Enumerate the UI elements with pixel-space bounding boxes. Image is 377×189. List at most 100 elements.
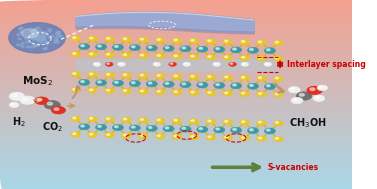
Circle shape: [104, 36, 115, 42]
Circle shape: [247, 128, 259, 134]
Circle shape: [299, 94, 304, 96]
Bar: [0, 64, 352, 65]
Circle shape: [223, 75, 233, 80]
Circle shape: [39, 36, 43, 37]
Circle shape: [90, 133, 93, 135]
Circle shape: [98, 125, 101, 127]
Circle shape: [9, 23, 65, 53]
Bar: [0, 90, 352, 91]
Circle shape: [40, 39, 44, 40]
Circle shape: [31, 30, 34, 32]
Circle shape: [208, 76, 211, 77]
Bar: [0, 18, 352, 19]
Bar: [0, 31, 352, 32]
Bar: [0, 109, 352, 110]
Circle shape: [191, 120, 194, 122]
Circle shape: [90, 118, 93, 119]
Circle shape: [267, 49, 270, 51]
Bar: [0, 52, 352, 53]
Circle shape: [223, 39, 233, 44]
Bar: [0, 85, 352, 86]
Bar: [0, 176, 352, 177]
Circle shape: [275, 93, 279, 95]
Circle shape: [233, 128, 236, 130]
Bar: [0, 154, 352, 155]
Bar: [0, 20, 352, 21]
Bar: [0, 177, 352, 178]
Circle shape: [54, 39, 58, 41]
Circle shape: [21, 43, 25, 44]
Circle shape: [216, 128, 219, 130]
Circle shape: [273, 136, 283, 142]
Circle shape: [33, 45, 37, 47]
Bar: [0, 187, 352, 188]
Circle shape: [48, 30, 52, 32]
Bar: [0, 6, 352, 7]
Circle shape: [41, 34, 45, 36]
Circle shape: [275, 57, 279, 59]
Bar: [0, 125, 352, 126]
Circle shape: [78, 124, 90, 130]
Circle shape: [55, 39, 58, 41]
Circle shape: [40, 39, 44, 41]
Circle shape: [57, 31, 61, 33]
Circle shape: [146, 125, 157, 131]
Circle shape: [81, 81, 84, 83]
Bar: [0, 137, 352, 138]
Bar: [0, 174, 352, 175]
Text: CH$_3$OH: CH$_3$OH: [290, 116, 327, 130]
Bar: [0, 45, 352, 46]
Bar: [0, 30, 352, 31]
Circle shape: [112, 125, 124, 131]
Bar: [0, 182, 352, 183]
Circle shape: [191, 136, 194, 137]
Circle shape: [132, 126, 135, 128]
Bar: [0, 2, 352, 3]
Circle shape: [107, 118, 110, 120]
Circle shape: [264, 128, 276, 134]
Bar: [0, 87, 352, 88]
Bar: [0, 165, 352, 166]
Circle shape: [242, 77, 245, 78]
Circle shape: [88, 116, 98, 122]
Bar: [0, 157, 352, 158]
Circle shape: [121, 89, 131, 94]
Circle shape: [273, 76, 283, 81]
Circle shape: [242, 121, 245, 123]
Circle shape: [105, 62, 113, 66]
Circle shape: [88, 52, 98, 57]
Circle shape: [265, 63, 268, 64]
Circle shape: [34, 45, 37, 47]
Circle shape: [199, 47, 202, 49]
Bar: [0, 47, 352, 48]
Circle shape: [273, 56, 283, 61]
Circle shape: [35, 38, 39, 40]
Bar: [0, 68, 352, 69]
Circle shape: [230, 47, 242, 53]
Bar: [0, 152, 352, 153]
Circle shape: [118, 62, 126, 66]
Circle shape: [208, 120, 211, 122]
Circle shape: [313, 95, 325, 101]
Circle shape: [34, 28, 38, 30]
Circle shape: [37, 98, 42, 101]
Bar: [0, 158, 352, 159]
Circle shape: [37, 43, 40, 45]
Circle shape: [121, 37, 131, 42]
Bar: [0, 82, 352, 83]
Bar: [0, 97, 352, 98]
Bar: [0, 43, 352, 44]
Circle shape: [104, 88, 115, 94]
Circle shape: [123, 74, 127, 76]
Circle shape: [240, 55, 250, 61]
Bar: [0, 35, 352, 36]
Circle shape: [34, 36, 38, 38]
Circle shape: [155, 63, 157, 64]
Bar: [0, 55, 352, 56]
Circle shape: [51, 106, 66, 114]
Circle shape: [121, 133, 131, 138]
Circle shape: [48, 29, 51, 30]
Circle shape: [247, 47, 259, 53]
Circle shape: [95, 80, 107, 86]
Bar: [0, 76, 352, 77]
